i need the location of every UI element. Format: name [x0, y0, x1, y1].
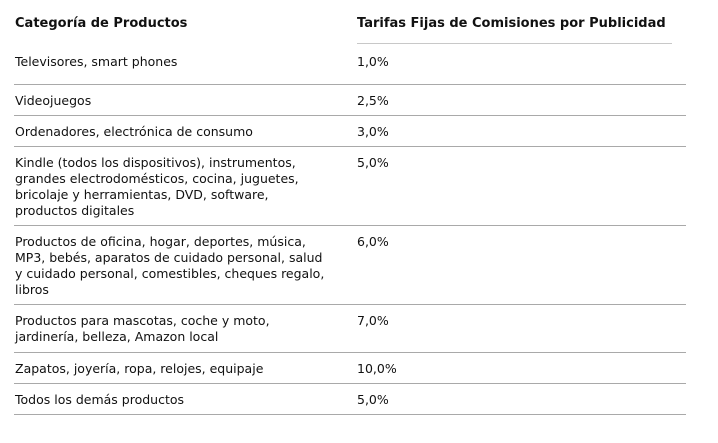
row-rate: 1,0% [357, 54, 389, 69]
table-row: Ordenadores, electrónica de consumo 3,0% [14, 116, 686, 147]
row-category: Productos de oficina, hogar, deportes, m… [15, 234, 325, 297]
row-rate: 2,5% [357, 93, 389, 108]
row-category: Productos para mascotas, coche y moto, j… [15, 313, 270, 344]
header-rate: Tarifas Fijas de Comisiones por Publicid… [342, 0, 672, 44]
table-row: Kindle (todos los dispositivos), instrum… [14, 147, 686, 226]
row-category: Todos los demás productos [15, 392, 185, 407]
header-category: Categoría de Productos [15, 16, 188, 31]
commission-table: Categoría de Productos Tarifas Fijas de … [14, 0, 686, 415]
row-category: Kindle (todos los dispositivos), instrum… [15, 155, 299, 218]
table-row: Productos de oficina, hogar, deportes, m… [14, 226, 686, 305]
table-row: Videojuegos 2,5% [14, 85, 686, 116]
row-category: Zapatos, joyería, ropa, relojes, equipaj… [15, 361, 264, 376]
row-category: Televisores, smart phones [15, 54, 178, 69]
table-body: Televisores, smart phones 1,0% Videojueg… [14, 44, 686, 415]
row-rate: 3,0% [357, 124, 389, 139]
table-row: Televisores, smart phones 1,0% [14, 44, 686, 85]
row-category: Videojuegos [15, 93, 92, 108]
row-rate: 10,0% [357, 361, 397, 376]
table-row: Zapatos, joyería, ropa, relojes, equipaj… [14, 353, 686, 384]
row-rate: 5,0% [357, 155, 389, 170]
row-category: Ordenadores, electrónica de consumo [15, 124, 253, 139]
row-rate: 6,0% [357, 234, 389, 249]
row-rate: 5,0% [357, 392, 389, 407]
table-row: Todos los demás productos 5,0% [14, 384, 686, 415]
row-rate: 7,0% [357, 313, 389, 328]
table-header: Categoría de Productos Tarifas Fijas de … [14, 0, 686, 44]
table-row: Productos para mascotas, coche y moto, j… [14, 305, 686, 353]
